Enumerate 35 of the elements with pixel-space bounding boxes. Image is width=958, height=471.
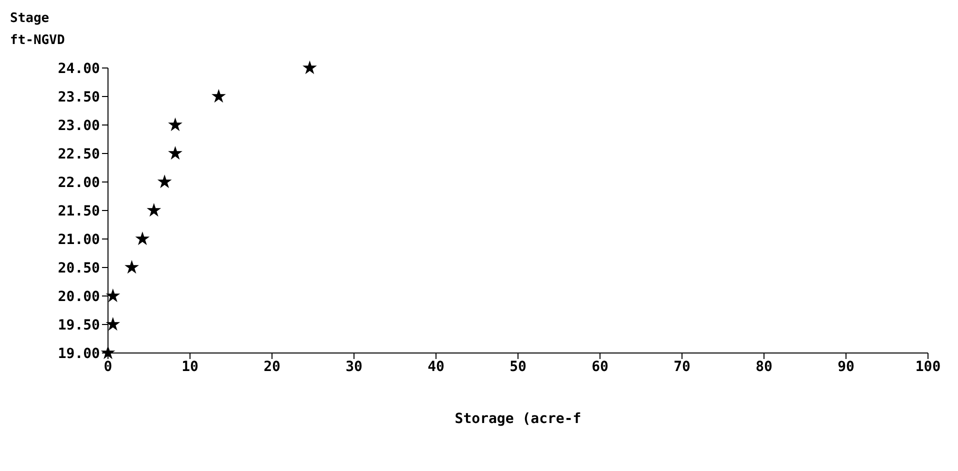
y-tick-label: 23.50 xyxy=(58,89,100,106)
y-tick-label: 20.50 xyxy=(58,260,100,276)
x-tick-label: 100 xyxy=(915,358,941,375)
x-tick-label: 0 xyxy=(104,358,112,375)
y-tick-label: 24.00 xyxy=(58,60,100,77)
y-tick-label: 19.50 xyxy=(58,317,100,334)
point xyxy=(124,260,139,274)
y-axis-title: Stage ft-NGVD xyxy=(10,10,66,50)
x-tick-label: 40 xyxy=(428,358,444,375)
x-tick-label: 80 xyxy=(756,358,772,375)
point xyxy=(106,288,120,302)
y-tick-label: 21.00 xyxy=(58,232,100,248)
point xyxy=(168,146,182,160)
point xyxy=(100,345,116,360)
x-tick-label: 60 xyxy=(592,358,608,375)
point xyxy=(157,174,172,188)
y-tick-label: 20.00 xyxy=(58,288,100,305)
x-axis-title: Storage (acre-f xyxy=(454,411,582,427)
x-tick-label: 10 xyxy=(182,358,198,375)
y-tick-label: 22.50 xyxy=(58,146,100,162)
x-tick-label: 30 xyxy=(346,358,362,375)
x-tick-label: 90 xyxy=(838,358,854,375)
point xyxy=(168,117,182,132)
x-tick-label: 70 xyxy=(674,358,690,375)
y-tick-label: 22.00 xyxy=(58,174,100,191)
point xyxy=(106,316,120,331)
y-tick-label: 19.00 xyxy=(58,346,100,362)
point xyxy=(135,231,150,246)
point xyxy=(146,202,162,217)
x-tick-label: 20 xyxy=(264,358,280,375)
point xyxy=(302,60,317,74)
y-tick-label: 23.00 xyxy=(58,118,100,134)
x-tick-label: 50 xyxy=(510,358,526,375)
point xyxy=(212,88,226,103)
y-tick-label: 21.50 xyxy=(58,203,100,220)
